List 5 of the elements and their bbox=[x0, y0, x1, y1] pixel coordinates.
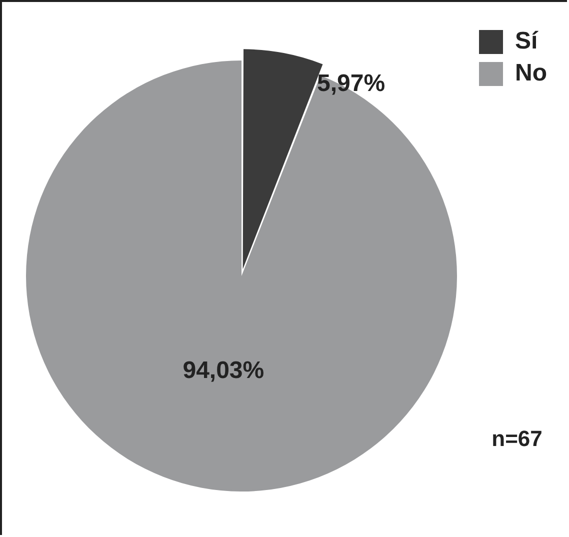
data-label: 94,03% bbox=[182, 356, 264, 384]
legend-label: No bbox=[515, 60, 548, 87]
legend-label: Sí bbox=[515, 28, 540, 55]
data-label: 5,97% bbox=[317, 70, 386, 98]
text: n=67 bbox=[492, 426, 542, 452]
